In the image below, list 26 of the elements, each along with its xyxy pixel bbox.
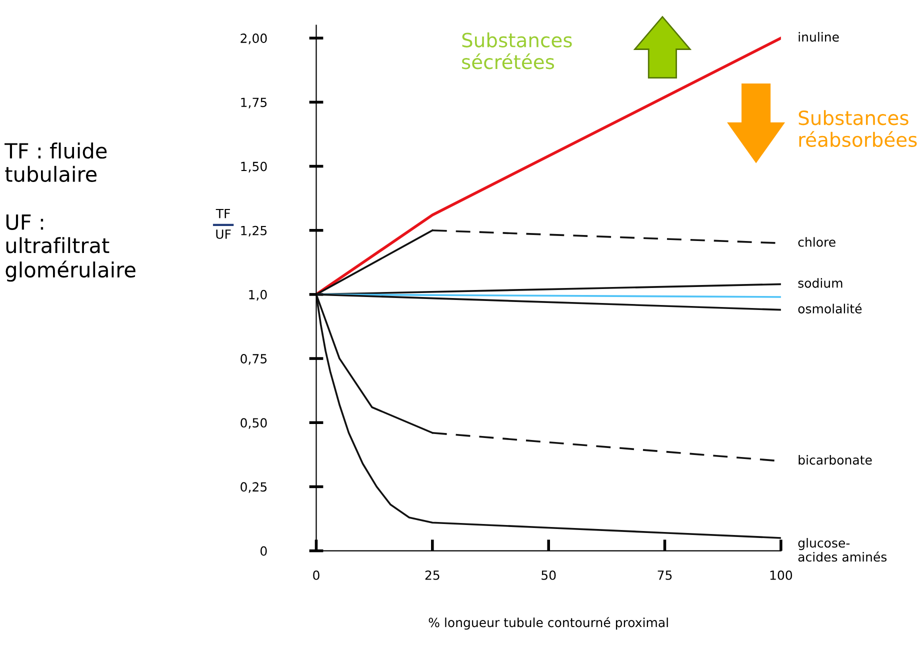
y-tick-label: 1,75 — [241, 98, 267, 108]
y-tick-label: 1,0 — [249, 290, 267, 301]
series-label: glucose- acides aminés — [798, 538, 887, 562]
y-tick-label: 0,50 — [240, 418, 267, 429]
annotation: Substances sécrétées — [462, 32, 572, 70]
series-label: inuline — [798, 32, 839, 42]
series-label: sodium — [798, 278, 842, 288]
y-tick-label: 0 — [260, 546, 267, 556]
text: UF : ultrafiltrat glomérulaire — [6, 214, 136, 282]
series-label: osmolalité — [798, 303, 862, 314]
x-tick-label: 0 — [313, 570, 320, 580]
x-tick-label: 25 — [425, 570, 440, 580]
text: Substances réabsorbées — [798, 110, 917, 147]
y-tick-label: 2,00 — [240, 34, 267, 44]
series-label: bicarbonate — [798, 455, 872, 465]
y-tick-label: 1,25 — [241, 226, 267, 237]
y-axis-title: TF UF — [216, 208, 231, 239]
y-tick-label: 1,50 — [241, 162, 267, 172]
x-axis-title: % longueur tubule contourné proximal — [428, 617, 668, 630]
y-tick-label: 0,75 — [240, 354, 267, 365]
y-tick-label: 0,25 — [240, 482, 267, 493]
x-tick-label: 75 — [658, 570, 672, 580]
x-tick-label: 100 — [770, 570, 792, 580]
series-label: chlore — [798, 237, 836, 247]
x-tick-label: 50 — [542, 570, 556, 580]
text: TF : fluide tubulaire — [4, 142, 107, 182]
